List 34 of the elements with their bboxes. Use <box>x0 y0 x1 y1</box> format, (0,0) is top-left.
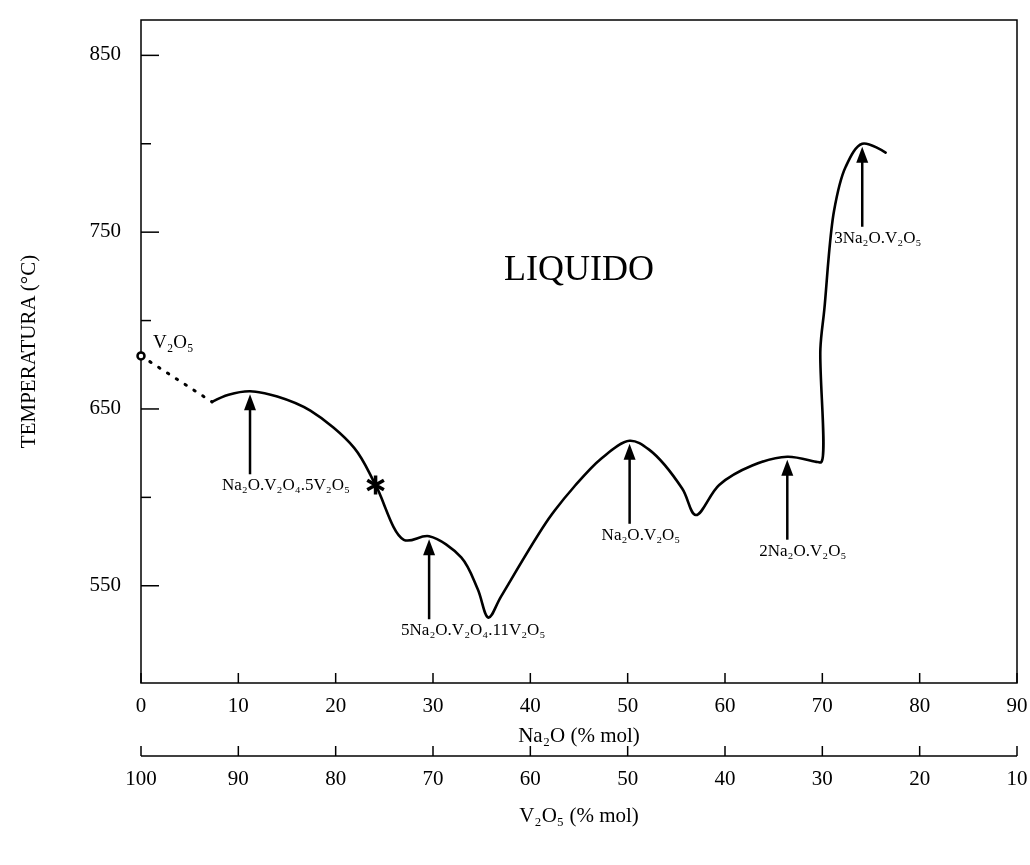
x-tick-label: 40 <box>519 693 541 717</box>
x-axis-title: Na₂O (% mol) <box>518 723 640 747</box>
x2-tick-label: 20 <box>909 766 931 790</box>
x2-tick-label: 90 <box>227 766 249 790</box>
annotation: 5Na₂O.V₂O₄.11V₂O₅ <box>401 620 546 640</box>
annotation: 2Na₂O.V₂O₅ <box>759 540 847 560</box>
x2-tick-label: 70 <box>422 766 444 790</box>
x-tick-label: 20 <box>325 693 347 717</box>
annotation: Na₂O.V₂O₅ <box>601 524 681 544</box>
x2-tick-label: 80 <box>325 766 347 790</box>
x2-tick-label: 60 <box>519 766 541 790</box>
x-tick-label: 0 <box>135 693 147 717</box>
annotation: LIQUIDO <box>504 248 654 288</box>
annotation: 3Na₂O.V₂O₅ <box>834 227 922 247</box>
y-axis-title: TEMPERATURA (°C) <box>15 254 40 449</box>
y-tick-label: 550 <box>89 571 121 596</box>
x-tick-label: 10 <box>227 693 249 717</box>
x2-tick-label: 100 <box>125 766 157 790</box>
y-tick-label: 650 <box>89 394 121 419</box>
x-tick-label: 80 <box>909 693 931 717</box>
x2-tick-label: 30 <box>811 766 833 790</box>
x-tick-label: 30 <box>422 693 444 717</box>
x-tick-label: 70 <box>811 693 833 717</box>
y-tick-label: 750 <box>89 217 121 242</box>
series-label: V₂O₅ <box>153 330 194 352</box>
y-tick-label: 850 <box>89 41 121 66</box>
x2-axis-title: V₂O₅ (% mol) <box>519 803 639 827</box>
x-tick-label: 50 <box>617 693 639 717</box>
x-tick-label: 60 <box>714 693 736 717</box>
x2-tick-label: 10 <box>1006 766 1028 790</box>
annotation: Na₂O.V₂O₄.5V₂O₅ <box>222 475 350 495</box>
x2-tick-label: 50 <box>617 766 639 790</box>
x2-tick-label: 40 <box>714 766 736 790</box>
x-tick-label: 90 <box>1006 693 1028 717</box>
